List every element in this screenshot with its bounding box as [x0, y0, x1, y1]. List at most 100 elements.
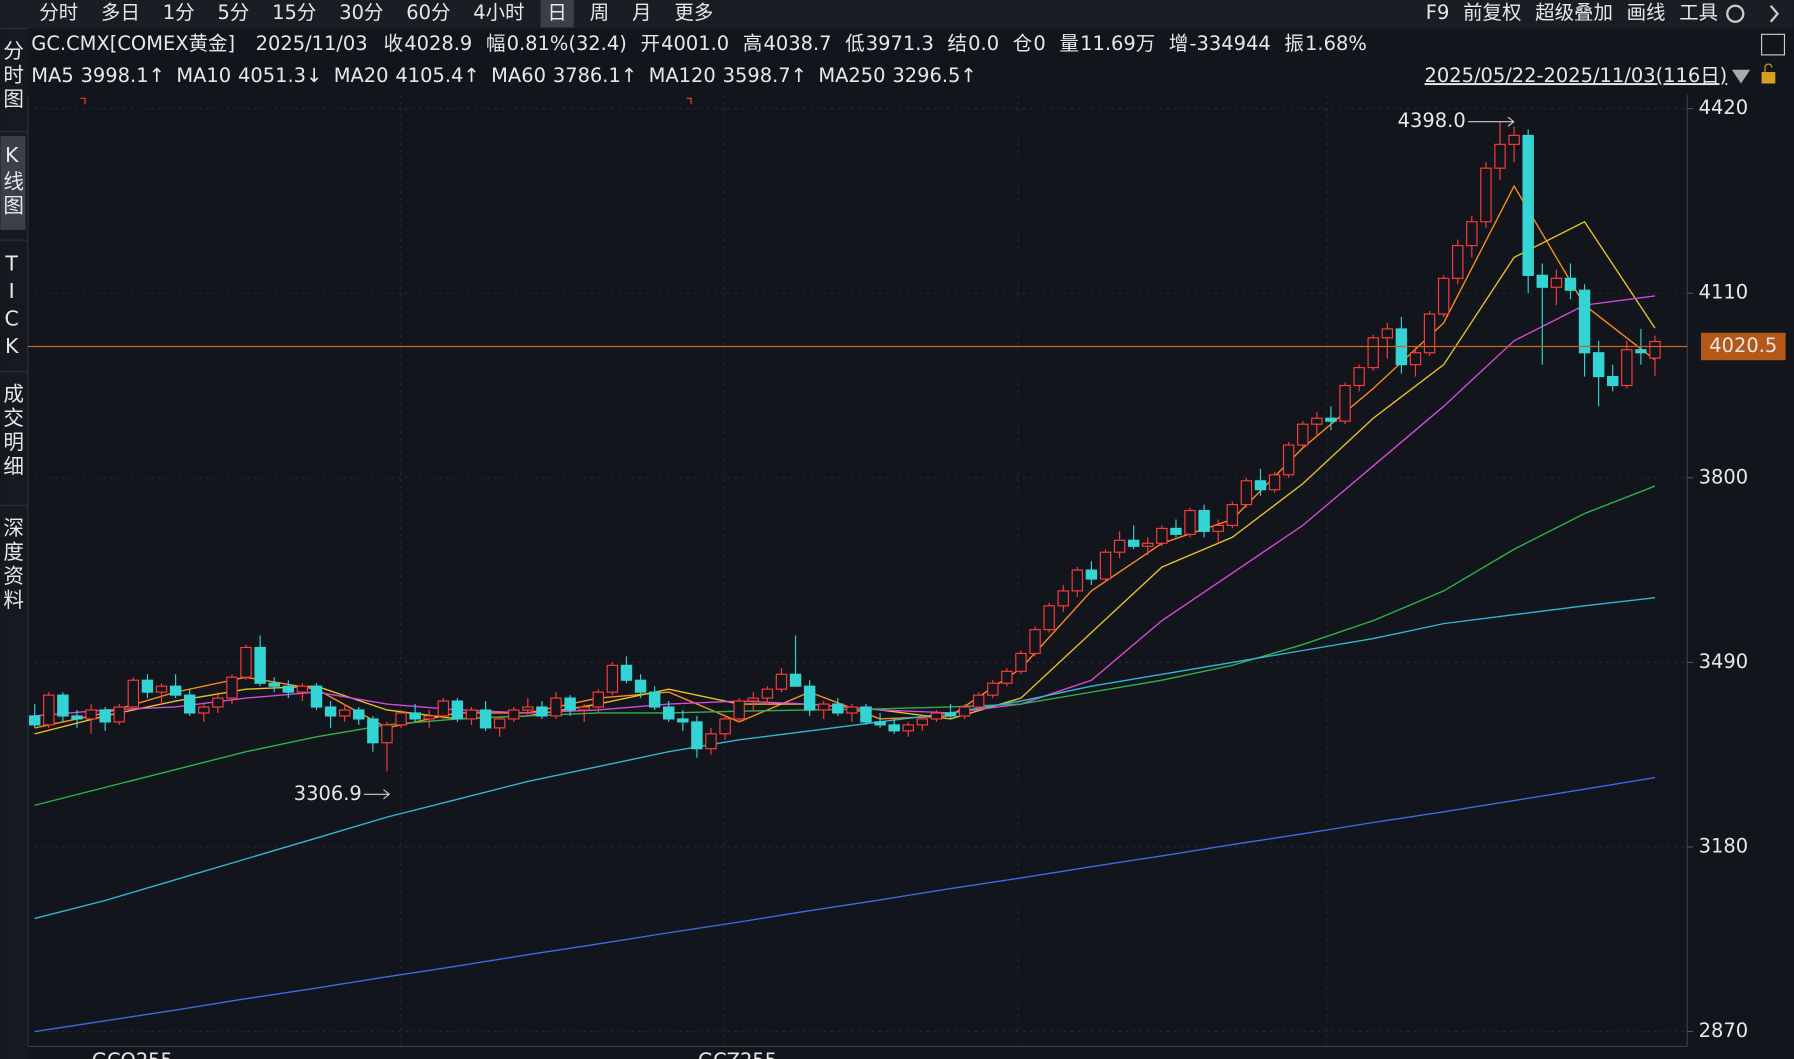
candle-body: [43, 694, 55, 726]
quote-date: 2025/11/03: [256, 32, 368, 55]
legend-name[interactable]: MA5: [31, 64, 73, 87]
side-tab[interactable]: 成交明细: [0, 383, 24, 479]
next-icon[interactable]: [1769, 4, 1780, 23]
candle-body: [1156, 527, 1168, 544]
candle-body: [367, 718, 379, 744]
side-tab[interactable]: K线图: [0, 143, 24, 218]
period-tab[interactable]: 日: [547, 1, 566, 24]
candle-body: [789, 673, 802, 687]
candle-body: [1353, 367, 1365, 387]
legend-value: 4051.3↓: [238, 64, 322, 87]
candle-body: [1621, 349, 1633, 387]
ma-line: [34, 485, 1656, 806]
period-tab[interactable]: 4小时: [473, 1, 524, 24]
candle-body: [338, 709, 351, 717]
settings-icon[interactable]: [1726, 4, 1745, 23]
side-tab[interactable]: 分时图: [0, 40, 24, 112]
candle-body: [958, 706, 971, 717]
tool-button[interactable]: 画线: [1627, 1, 1666, 24]
candle-body: [240, 646, 252, 678]
candle-body: [1254, 480, 1267, 491]
candle-body: [1099, 551, 1112, 580]
side-tab[interactable]: TICK: [0, 252, 24, 362]
period-tab[interactable]: 30分: [339, 1, 383, 24]
legend-name[interactable]: MA120: [649, 64, 716, 87]
candle-body: [747, 697, 759, 702]
candle-body: [493, 718, 506, 729]
legend-name[interactable]: MA250: [818, 64, 885, 87]
period-tab[interactable]: 更多: [674, 1, 713, 24]
candle-body: [409, 712, 421, 720]
side-tab[interactable]: 深度资料: [0, 517, 24, 613]
legend-value: 3998.1↑: [81, 64, 165, 87]
period-tab[interactable]: 1分: [163, 1, 195, 24]
candle-body: [437, 700, 450, 717]
candle-body: [57, 694, 69, 717]
quote-label: 仓: [1013, 32, 1032, 55]
quote-value: 4001.0: [661, 32, 729, 55]
period-tab[interactable]: 60分: [406, 1, 450, 24]
y-tick-label: 2870: [1699, 1019, 1748, 1042]
candle-body: [1607, 375, 1619, 387]
candle-body: [733, 700, 745, 720]
candle-body: [28, 715, 41, 726]
candle-body: [564, 697, 576, 711]
candle-body: [677, 718, 689, 723]
candle-body: [1311, 417, 1323, 425]
tool-button[interactable]: F9: [1426, 1, 1450, 24]
period-tab[interactable]: 5分: [217, 1, 249, 24]
candle-body: [874, 721, 886, 726]
quote-value: 4028.9: [404, 32, 472, 55]
candle-body: [1522, 134, 1534, 276]
dropdown-icon[interactable]: [1731, 69, 1751, 84]
candle-body: [1550, 277, 1563, 288]
candle-body: [1578, 289, 1591, 354]
quote-value: -334944: [1189, 32, 1270, 55]
candle-body: [944, 712, 957, 717]
tool-button[interactable]: 工具: [1679, 1, 1718, 24]
tool-button[interactable]: 前复权: [1463, 1, 1521, 24]
candle-body: [113, 706, 125, 723]
candle-body: [719, 718, 731, 735]
legend-name[interactable]: MA20: [334, 64, 389, 87]
period-tab[interactable]: 分时: [39, 1, 78, 24]
candle-body: [1466, 221, 1478, 247]
candle-body: [803, 685, 816, 711]
lock-icon[interactable]: [1761, 72, 1776, 84]
candle-body: [310, 685, 323, 708]
legend-value: 4105.4↑: [395, 64, 479, 87]
last-price-label: 4020.5: [1709, 334, 1777, 357]
active-side-bg: [0, 136, 26, 230]
tool-button[interactable]: 超级叠加: [1535, 1, 1613, 24]
candle-body: [1381, 328, 1394, 339]
candle-body: [1043, 605, 1055, 631]
y-tick-label: 3490: [1699, 650, 1748, 673]
quote-label: 低: [845, 32, 864, 55]
date-range[interactable]: 2025/05/22-2025/11/03(116日): [1424, 64, 1727, 87]
period-tab[interactable]: 15分: [272, 1, 316, 24]
quote-value: 1.68%: [1305, 32, 1367, 55]
wp-icon[interactable]: [1761, 33, 1786, 56]
candle-body: [451, 700, 464, 720]
candle-body: [254, 646, 266, 684]
candle-body: [1142, 542, 1154, 547]
legend-name[interactable]: MA60: [491, 64, 546, 87]
period-tab[interactable]: 周: [590, 1, 609, 24]
candle-body: [761, 688, 774, 699]
legend-name[interactable]: MA10: [176, 64, 231, 87]
candle-body: [648, 691, 661, 708]
quote-value: 3971.3: [866, 32, 934, 55]
candle-body: [282, 685, 295, 693]
candle-body: [169, 685, 182, 696]
y-tick-label: 4420: [1699, 96, 1748, 119]
candle-body: [606, 664, 619, 693]
candle-body: [1635, 349, 1647, 354]
candle-body: [1127, 539, 1140, 547]
candle-body: [1494, 143, 1506, 169]
active-tab-bg: [540, 0, 574, 28]
period-tab[interactable]: 多日: [101, 1, 140, 24]
max-arrow: [1467, 116, 1515, 127]
candle-body: [1057, 590, 1069, 607]
candle-body: [1085, 569, 1098, 580]
period-tab[interactable]: 月: [632, 1, 651, 24]
